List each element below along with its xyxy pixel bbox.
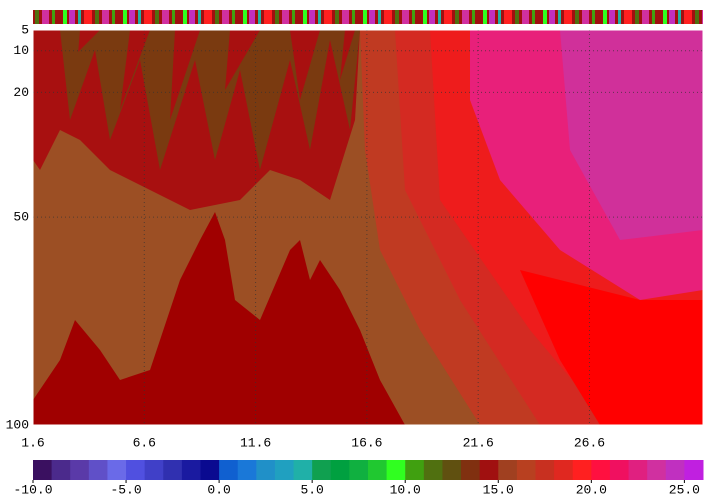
- colorbar-swatch: [479, 460, 499, 480]
- colorbar-tick-label: 10.0: [390, 482, 421, 497]
- colorbar-swatch: [516, 460, 536, 480]
- contour-region: [60, 30, 360, 170]
- y-tick-label: 50: [13, 210, 29, 225]
- y-tick-label: 20: [13, 85, 29, 100]
- colorbar-swatch: [405, 460, 425, 480]
- colorbar-tick-label: -10.0: [13, 482, 52, 497]
- colorbar-swatch: [386, 460, 406, 480]
- colorbar-tick-label: 5.0: [300, 482, 323, 497]
- y-tick-label: 100: [6, 417, 29, 432]
- colorbar-tick-label: 15.0: [483, 482, 514, 497]
- colorbar-swatch: [609, 460, 630, 480]
- colorbar-swatch: [200, 460, 220, 480]
- colorbar-tick-label: 25.0: [669, 482, 700, 497]
- colorbar-tick-label: -5.0: [110, 482, 141, 497]
- colorbar-swatch: [163, 460, 183, 480]
- colorbar-swatch: [312, 460, 332, 480]
- colorbar-swatch: [628, 460, 648, 480]
- colorbar-swatch: [126, 460, 146, 480]
- x-tick-label: 16.6: [351, 435, 382, 450]
- contour-region: [520, 270, 703, 425]
- colorbar-swatch: [368, 460, 388, 480]
- colorbar-swatch: [461, 460, 481, 480]
- x-tick-label: 1.6: [21, 435, 44, 450]
- colorbar-swatch: [554, 460, 574, 480]
- colorbar-swatch: [70, 460, 90, 480]
- x-tick-label: 6.6: [133, 435, 156, 450]
- colorbar-swatch: [144, 460, 164, 480]
- plot-frame: [32, 29, 704, 426]
- contour-region: [560, 30, 703, 240]
- colorbar-swatch: [181, 460, 201, 480]
- colorbar-swatch: [88, 460, 108, 480]
- colorbar-swatch: [256, 460, 276, 480]
- contour-fill: [33, 30, 703, 425]
- colorbar-swatch: [647, 460, 667, 480]
- colorbar-swatch: [274, 460, 295, 480]
- y-tick-label: 10: [13, 43, 29, 58]
- colorbar-tick-label: 20.0: [576, 482, 607, 497]
- colorbar-swatch: [442, 460, 462, 480]
- colorbar-swatch: [237, 460, 257, 480]
- colorbar-swatch: [293, 460, 313, 480]
- colorbar-swatch: [330, 460, 350, 480]
- y-tick-label: 5: [21, 22, 29, 37]
- colorbar-swatch: [591, 460, 611, 480]
- top-strip: [33, 10, 703, 24]
- x-tick-label: 26.6: [574, 435, 605, 450]
- colorbar-swatch: [107, 460, 127, 480]
- colorbar-swatch: [349, 460, 369, 480]
- colorbar-swatch: [684, 460, 704, 480]
- x-tick-label: 21.6: [463, 435, 494, 450]
- colorbar-swatch: [51, 460, 71, 480]
- colorbar-swatch: [33, 460, 53, 480]
- colorbar-swatch: [498, 460, 518, 480]
- colorbar-tick-label: 0.0: [207, 482, 230, 497]
- colorbar-swatch: [572, 460, 592, 480]
- colorbar-swatch: [423, 460, 443, 480]
- x-tick-label: 11.6: [240, 435, 271, 450]
- colorbar-swatch: [665, 460, 685, 480]
- contour-region: [33, 212, 405, 425]
- colorbar-swatch: [219, 460, 239, 480]
- colorbar-swatch: [535, 460, 555, 480]
